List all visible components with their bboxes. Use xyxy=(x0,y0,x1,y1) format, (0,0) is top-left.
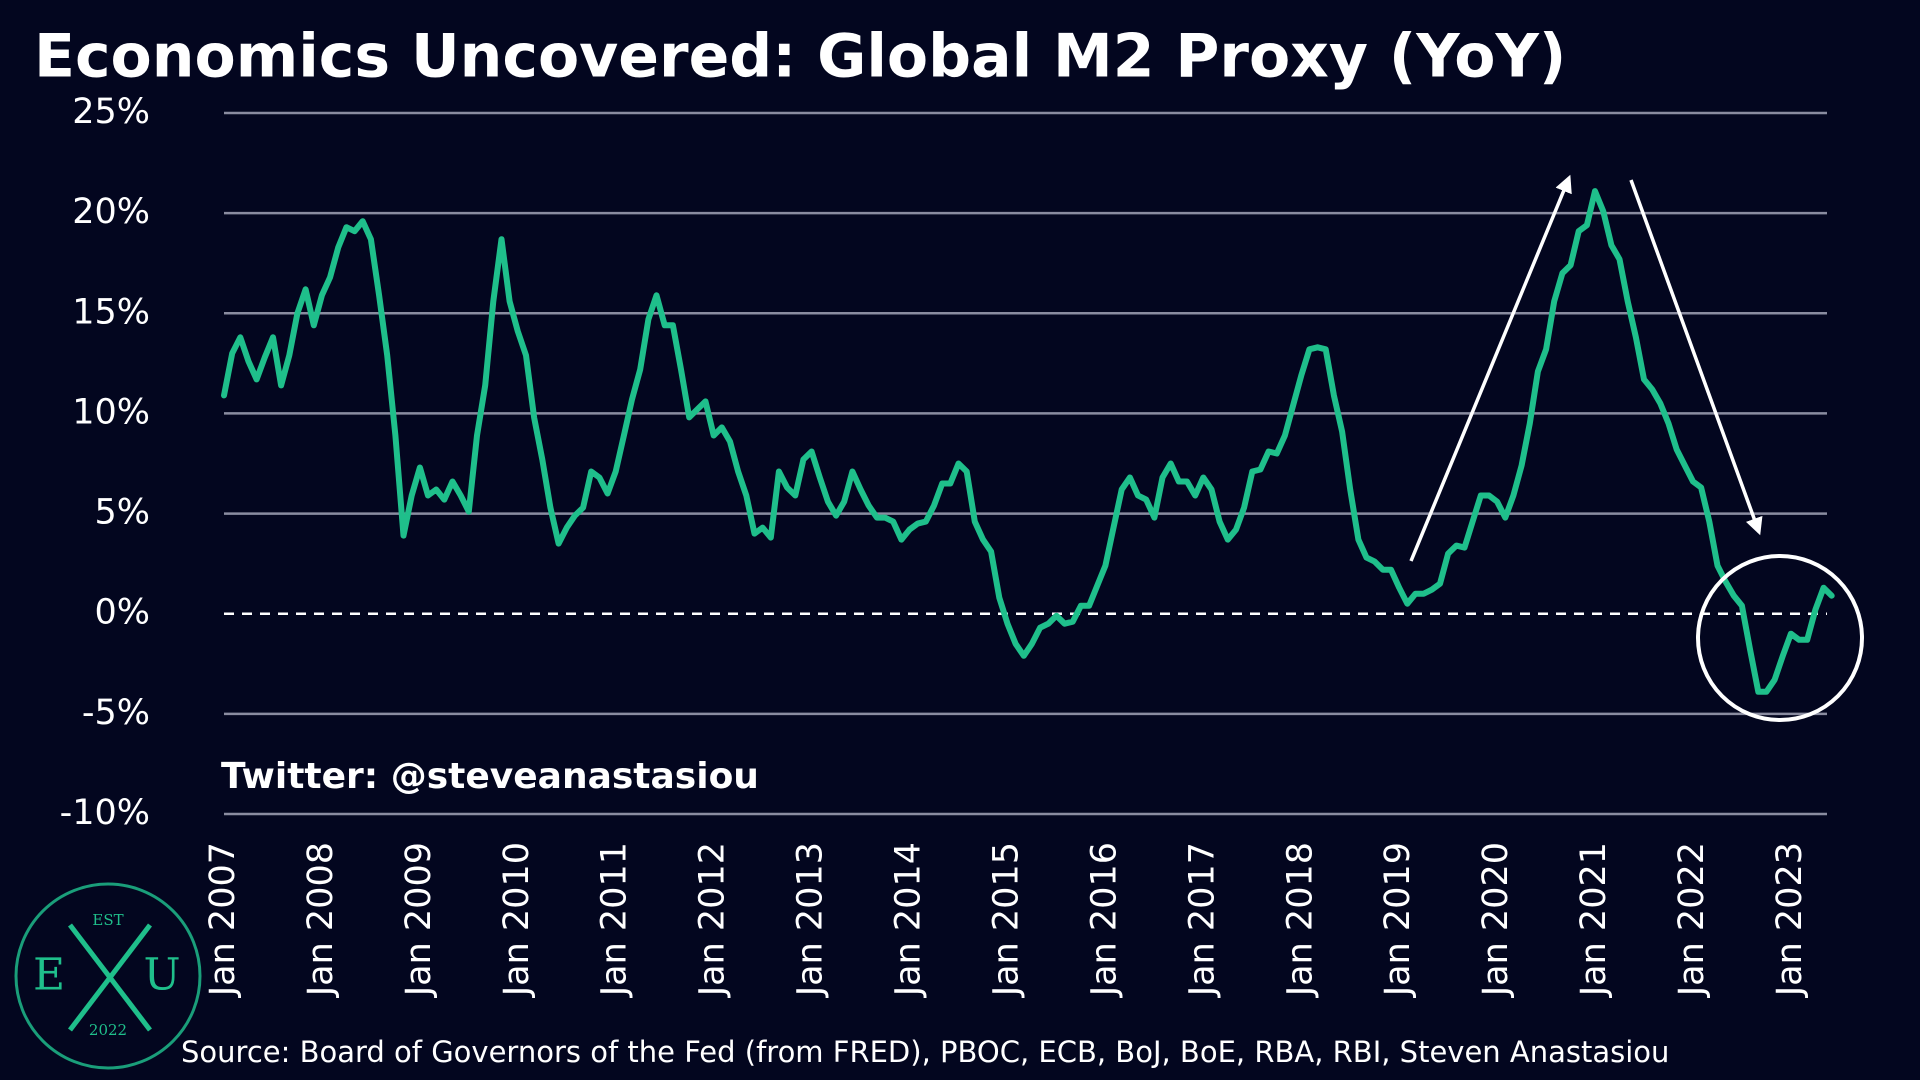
x-tick-label: Jan 2011 xyxy=(595,842,635,998)
annotation: Twitter: @steveanastasiou xyxy=(221,756,759,797)
y-tick-label: -5% xyxy=(82,693,150,733)
x-tick-label: Jan 2010 xyxy=(497,842,537,998)
x-tick-label: Jan 2023 xyxy=(1770,842,1810,998)
logo xyxy=(14,882,202,1070)
x-tick-label: Jan 2019 xyxy=(1378,842,1418,998)
x-tick-label: Jan 2009 xyxy=(399,842,439,998)
logo-ring xyxy=(14,882,202,1070)
x-tick-label: Jan 2012 xyxy=(693,842,733,998)
source: Source: Board of Governors of the Fed (f… xyxy=(181,1035,1669,1069)
y-tick-label: -10% xyxy=(60,793,150,833)
x-tick-label: Jan 2008 xyxy=(301,842,341,998)
y-tick-label: 25% xyxy=(72,92,150,132)
logo-left: E xyxy=(33,950,65,1001)
x-tick-label: Jan 2020 xyxy=(1476,842,1516,998)
y-tick-label: 15% xyxy=(72,292,150,332)
y-tick-label: 20% xyxy=(72,192,150,232)
x-tick-label: Jan 2016 xyxy=(1084,842,1124,998)
x-tick-label: Jan 2022 xyxy=(1672,842,1712,998)
logo-right: U xyxy=(143,950,180,1001)
up-arrow xyxy=(1409,174,1572,562)
annotation-arrows xyxy=(1409,174,1864,722)
data-line xyxy=(221,188,1835,695)
x-tick-label: Jan 2013 xyxy=(791,842,831,998)
x-tick-label: Jan 2017 xyxy=(1182,842,1222,998)
x-tick-label: Jan 2018 xyxy=(1280,842,1320,998)
logo-x-stroke xyxy=(68,923,152,1032)
logo-top: EST xyxy=(92,911,123,929)
x-tick-label: Jan 2021 xyxy=(1574,842,1614,998)
x-tick-label: Jan 2014 xyxy=(889,842,929,998)
x-tick-label: Jan 2015 xyxy=(986,842,1026,998)
y-tick-label: 0% xyxy=(94,593,150,633)
down-arrow xyxy=(1629,179,1763,536)
y-tick-label: 5% xyxy=(94,493,150,533)
x-tick-label: Jan 2007 xyxy=(203,842,243,998)
highlight-circle xyxy=(1696,554,1864,722)
chart-title: Economics Uncovered: Global M2 Proxy (Yo… xyxy=(34,22,1566,92)
logo-bottom: 2022 xyxy=(89,1021,127,1039)
y-tick-label: 10% xyxy=(72,392,150,432)
